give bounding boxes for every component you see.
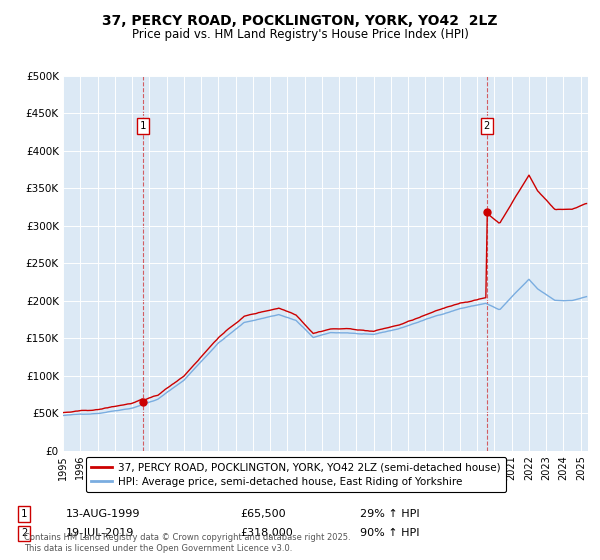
Legend: 37, PERCY ROAD, POCKLINGTON, YORK, YO42 2LZ (semi-detached house), HPI: Average : 37, PERCY ROAD, POCKLINGTON, YORK, YO42 … (86, 458, 506, 492)
Text: 13-AUG-1999: 13-AUG-1999 (66, 509, 140, 519)
Text: £65,500: £65,500 (240, 509, 286, 519)
Text: 37, PERCY ROAD, POCKLINGTON, YORK, YO42  2LZ: 37, PERCY ROAD, POCKLINGTON, YORK, YO42 … (102, 14, 498, 28)
Text: 1: 1 (21, 509, 27, 519)
Text: 90% ↑ HPI: 90% ↑ HPI (360, 528, 419, 538)
Text: 1: 1 (140, 122, 146, 131)
Text: £318,000: £318,000 (240, 528, 293, 538)
Text: Price paid vs. HM Land Registry's House Price Index (HPI): Price paid vs. HM Land Registry's House … (131, 28, 469, 41)
Text: 29% ↑ HPI: 29% ↑ HPI (360, 509, 419, 519)
Text: 2: 2 (21, 528, 27, 538)
Text: Contains HM Land Registry data © Crown copyright and database right 2025.
This d: Contains HM Land Registry data © Crown c… (24, 533, 350, 553)
Text: 2: 2 (484, 122, 490, 131)
Text: 19-JUL-2019: 19-JUL-2019 (66, 528, 134, 538)
